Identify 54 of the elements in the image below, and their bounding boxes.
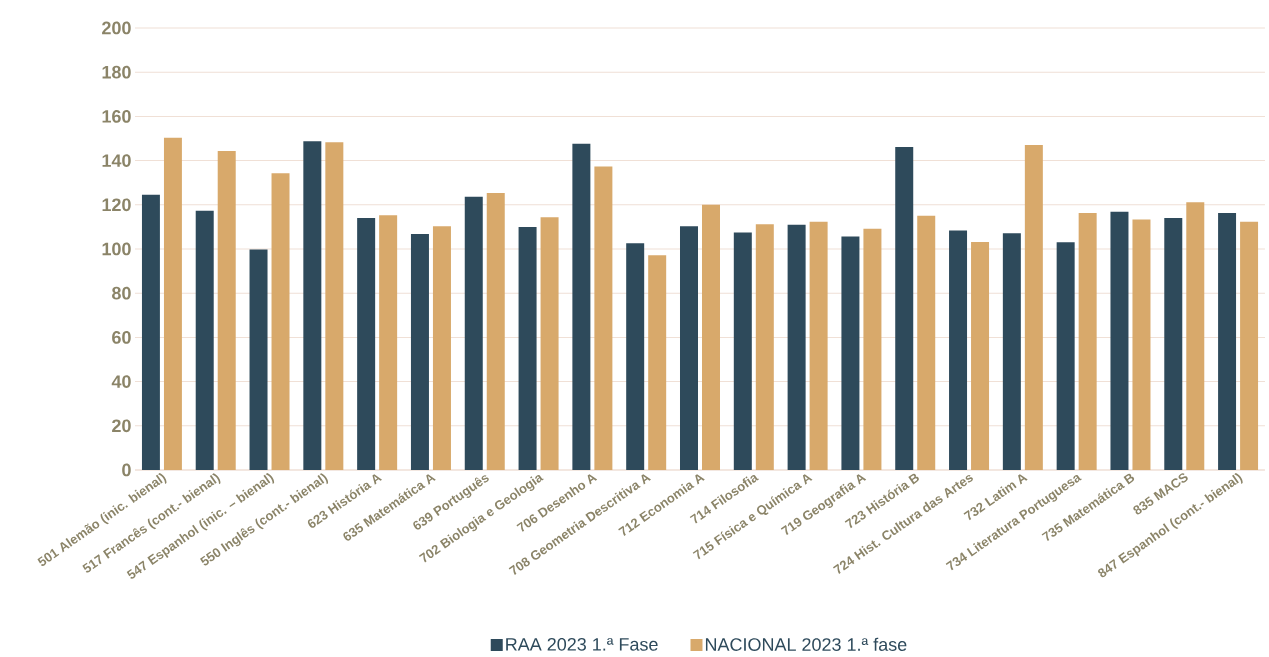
y-tick-label: 20 [112,419,131,433]
bar [841,236,860,470]
bar [357,218,376,470]
bar [249,249,268,470]
bar [1240,221,1259,470]
bar [572,143,591,470]
bar [1024,144,1043,470]
bar [163,137,182,470]
bar [464,196,483,470]
bar [809,221,828,470]
y-tick-label: 40 [111,375,131,388]
bar [1218,212,1237,470]
bar [680,226,698,470]
bar [410,233,429,470]
y-tick-label: 160 [102,110,131,123]
bar [594,166,613,470]
bar [271,173,290,470]
bar [379,215,398,470]
bar [917,215,936,470]
y-tick-label: 200 [102,21,131,35]
bar [1186,202,1205,470]
y-tick-label: 140 [102,154,131,167]
bar [895,146,914,470]
bar [217,151,236,470]
bar [540,217,559,470]
bar [1110,211,1129,470]
bar [733,232,752,470]
bar [325,142,344,470]
bar [1056,242,1075,470]
bar [432,226,451,470]
bar [971,241,990,470]
bar [648,255,667,470]
bar [1002,233,1021,470]
bar [303,141,322,470]
bar [1132,219,1151,470]
bar [755,224,774,470]
bar [626,243,645,470]
legend-label: RAA 2023 1.ª Fase [506,637,658,651]
bar [195,210,214,470]
bar [1164,218,1183,470]
bar [141,194,160,470]
y-tick-label: 100 [102,242,131,256]
bar [787,224,806,470]
y-tick-label: 80 [112,286,131,300]
bar [518,226,537,470]
bar [486,193,505,470]
bar [1078,212,1097,470]
bar [949,230,968,470]
y-tick-label: 60 [112,331,131,344]
bar [863,228,882,470]
legend-label: NACIONAL 2023 1.ª fase [705,637,907,651]
bar [702,204,720,470]
y-tick-label: 120 [102,198,131,212]
y-tick-label: 180 [102,65,131,79]
